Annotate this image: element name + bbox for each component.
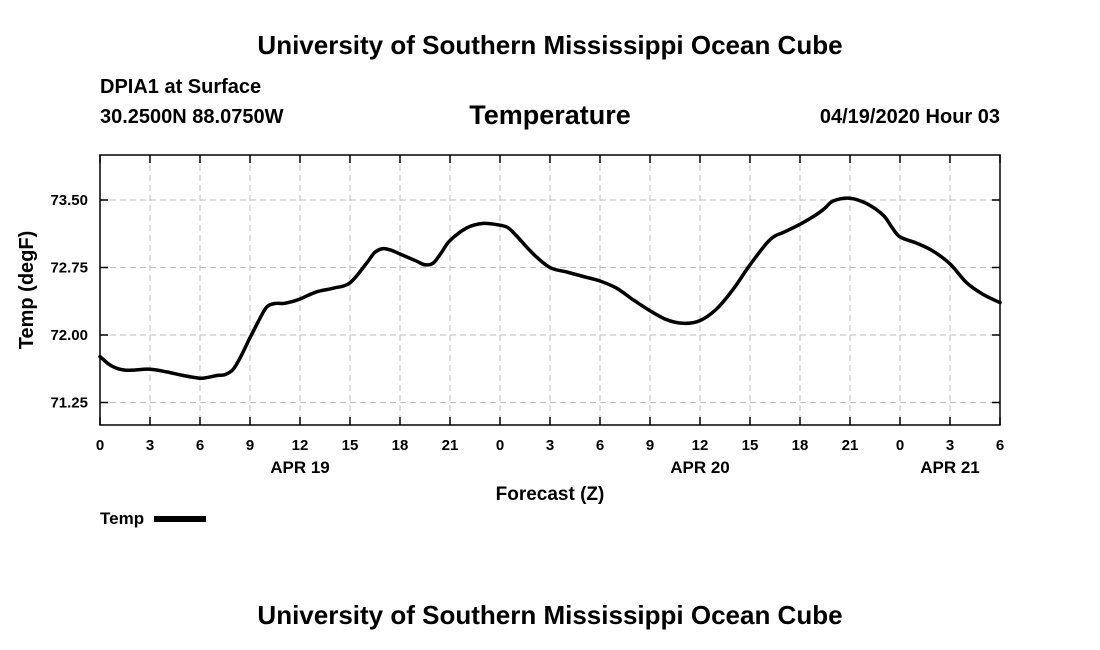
x-tick-label: 3 (946, 437, 954, 454)
coordinates-label: 30.2500N 88.0750W (100, 106, 284, 128)
x-axis: 0 3 6 9 12 15 18 21 0 3 6 9 12 15 18 21 0 3 6 (96, 155, 1004, 454)
y-tick-label: 72.75 (50, 260, 88, 277)
x-tick-label: 6 (996, 437, 1004, 454)
x-tick-label: 0 (896, 437, 904, 454)
x-tick-label: 21 (442, 437, 459, 454)
legend-line-swatch (154, 516, 207, 522)
chart-header-title: University of Southern Mississippi Ocean… (257, 30, 843, 60)
x-tick-label: 9 (646, 437, 654, 454)
x-tick-label: 3 (546, 437, 554, 454)
legend-label: Temp (100, 509, 145, 528)
x-tick-label: 18 (392, 437, 409, 454)
y-axis: 71.25 72.00 72.75 73.50 (50, 192, 1000, 412)
x-tick-label: 12 (692, 437, 709, 454)
variable-title: Temperature (469, 100, 631, 130)
x-tick-label: 3 (146, 437, 154, 454)
legend: Temp (100, 509, 207, 529)
date-label: APR 19 (270, 458, 330, 477)
x-tick-label: 12 (292, 437, 309, 454)
x-tick-label: 9 (246, 437, 254, 454)
y-axis-label: Temp (degF) (16, 231, 38, 350)
datetime-label: 04/19/2020 Hour 03 (819, 106, 1000, 128)
x-axis-label: Forecast (Z) (496, 484, 605, 505)
y-tick-label: 73.50 (50, 192, 88, 209)
x-tick-label: 15 (742, 437, 759, 454)
x-tick-label: 18 (792, 437, 809, 454)
chart-footer-title: University of Southern Mississippi Ocean… (257, 600, 843, 630)
x-tick-label: 15 (342, 437, 359, 454)
x-tick-label: 0 (96, 437, 104, 454)
x-tick-label: 21 (842, 437, 859, 454)
temp-series-line (98, 196, 1002, 381)
x-tick-label: 6 (596, 437, 604, 454)
x-tick-label: 0 (496, 437, 504, 454)
date-label: APR 20 (670, 458, 730, 477)
station-label: DPIA1 at Surface (100, 76, 262, 98)
date-label: APR 21 (920, 458, 980, 477)
grid-lines (100, 155, 1000, 425)
y-tick-label: 71.25 (50, 395, 88, 412)
date-labels: APR 19 APR 20 APR 21 (270, 458, 980, 477)
x-tick-label: 6 (196, 437, 204, 454)
y-tick-label: 72.00 (50, 327, 88, 344)
